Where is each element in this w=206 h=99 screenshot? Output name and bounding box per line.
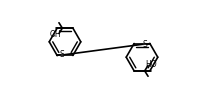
Text: S: S <box>142 40 146 49</box>
Text: OH: OH <box>50 30 61 40</box>
Text: HO: HO <box>145 60 156 69</box>
Text: S: S <box>60 50 64 59</box>
